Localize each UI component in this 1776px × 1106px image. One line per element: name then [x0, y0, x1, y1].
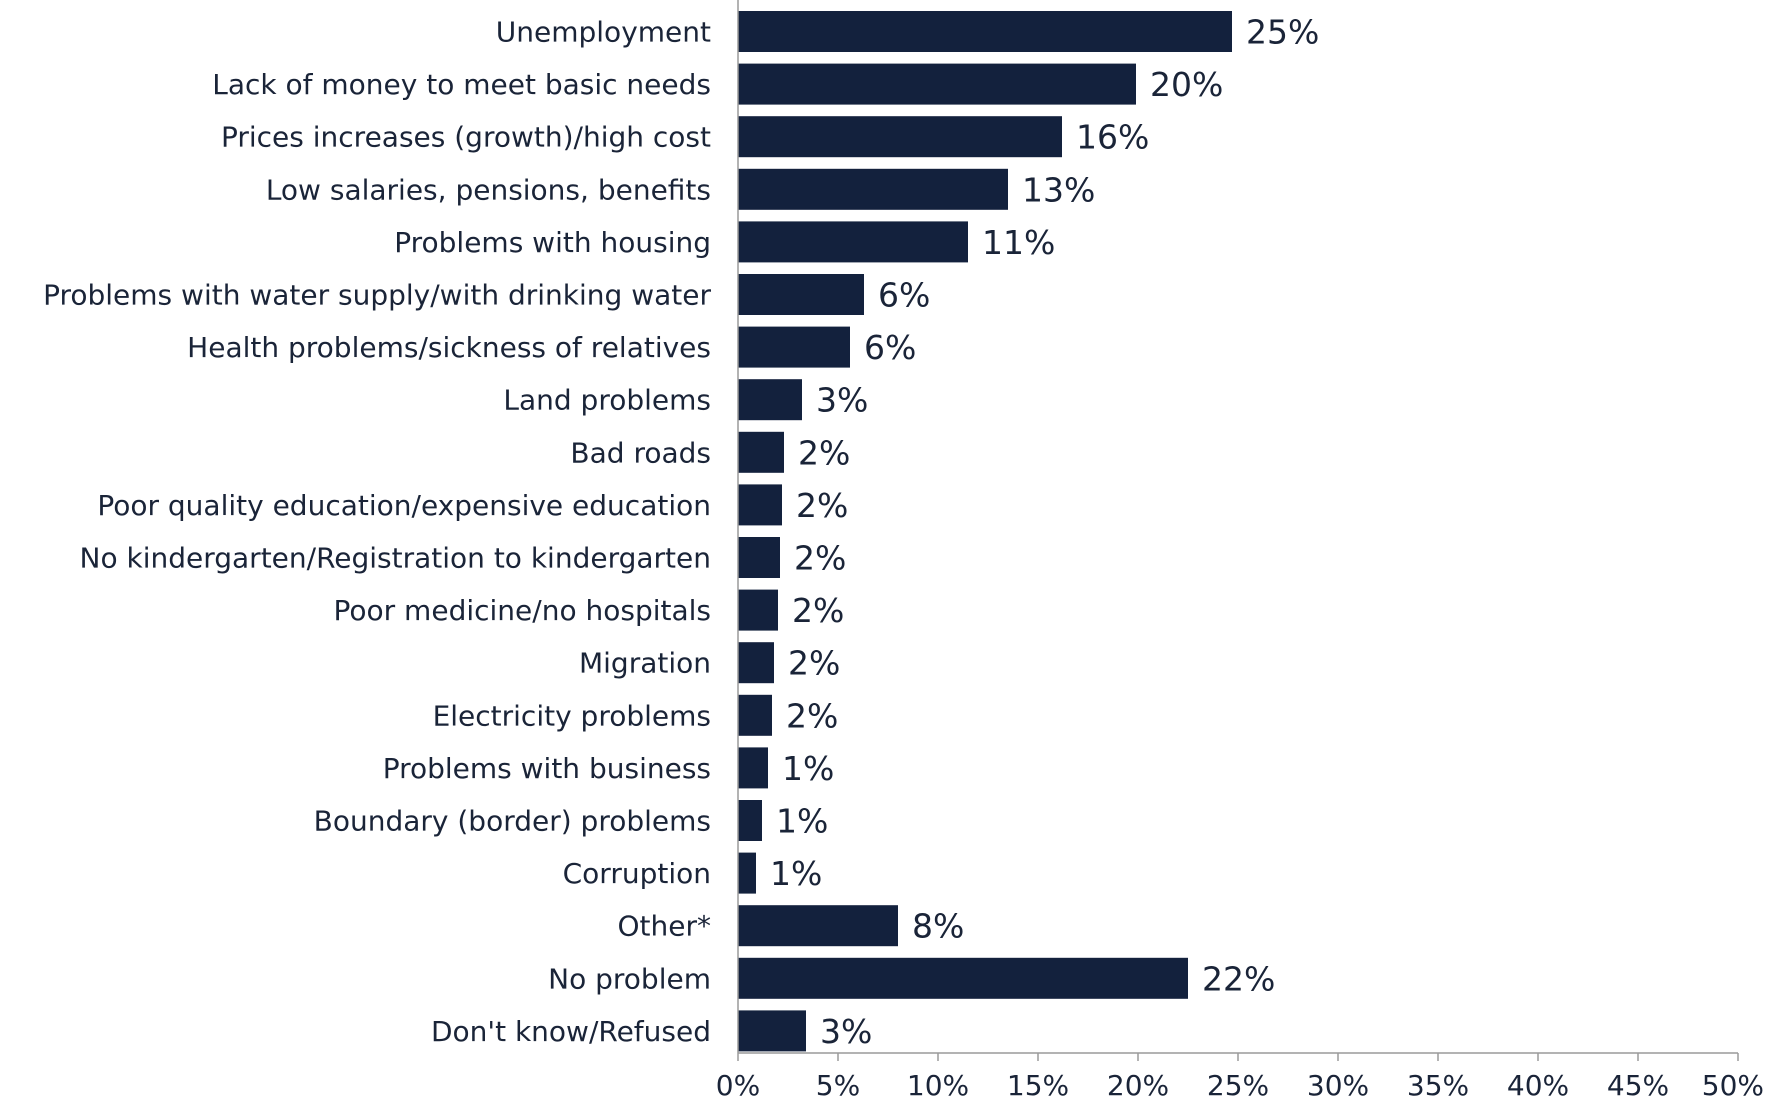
value-label: 1% — [770, 854, 822, 893]
category-label: Poor medicine/no hospitals — [334, 594, 712, 627]
category-label: Health problems/sickness of relatives — [187, 331, 711, 364]
x-tick-label: 30% — [1307, 1069, 1369, 1102]
category-label: Problems with housing — [394, 226, 711, 259]
x-tick-label: 10% — [907, 1069, 969, 1102]
bar-9 — [738, 484, 782, 526]
value-label: 2% — [796, 486, 848, 525]
value-label: 2% — [786, 696, 838, 735]
x-tick-label: 25% — [1207, 1069, 1269, 1102]
value-label: 3% — [816, 381, 868, 420]
bar-13 — [738, 694, 772, 736]
bar-4 — [738, 221, 968, 263]
x-tick-label: 20% — [1107, 1069, 1169, 1102]
x-tick-label: 0% — [716, 1069, 760, 1102]
value-label: 25% — [1246, 13, 1319, 52]
value-label: 11% — [982, 223, 1055, 262]
value-label: 2% — [794, 539, 846, 578]
category-label: Low salaries, pensions, benefits — [266, 173, 711, 206]
category-label: Bad roads — [570, 436, 711, 469]
category-label: Unemployment — [496, 16, 711, 49]
x-tick-label: 15% — [1007, 1069, 1069, 1102]
bar-16 — [738, 852, 756, 894]
value-label: 2% — [798, 433, 850, 472]
category-label: Boundary (border) problems — [314, 805, 711, 838]
bar-2 — [738, 116, 1062, 158]
value-label: 22% — [1202, 959, 1275, 998]
bar-8 — [738, 431, 784, 473]
bars-group — [738, 11, 1232, 1052]
category-label: Other* — [617, 910, 711, 943]
bar-6 — [738, 326, 850, 368]
bar-1 — [738, 63, 1136, 105]
x-tick-label: 50% — [1702, 1069, 1764, 1102]
category-label: Migration — [579, 647, 711, 680]
value-label: 13% — [1022, 170, 1095, 209]
bar-14 — [738, 747, 768, 789]
x-tick-label: 35% — [1407, 1069, 1469, 1102]
value-label: 1% — [782, 749, 834, 788]
x-axis: 0% 5% 10% 15% 20% 25% 30% 35% 40% 45% 50% — [716, 0, 1764, 1102]
bar-10 — [738, 537, 780, 578]
bar-3 — [738, 168, 1008, 210]
x-tick-label: 40% — [1507, 1069, 1569, 1102]
category-label: No problem — [548, 962, 711, 995]
value-label: 16% — [1076, 118, 1149, 157]
x-tick-label: 45% — [1607, 1069, 1669, 1102]
bar-15 — [738, 800, 762, 841]
category-label: Prices increases (growth)/high cost — [221, 121, 711, 154]
bar-5 — [738, 274, 864, 315]
category-labels-group: Unemployment Lack of money to meet basic … — [43, 16, 711, 1048]
value-label: 6% — [878, 276, 930, 315]
bar-19 — [738, 1010, 806, 1052]
category-label: Problems with business — [383, 752, 711, 785]
value-label: 20% — [1150, 65, 1223, 104]
category-label: Land problems — [503, 384, 711, 417]
bar-17 — [738, 905, 898, 947]
value-label: 1% — [776, 802, 828, 841]
value-label: 2% — [792, 591, 844, 630]
bar-7 — [738, 379, 802, 421]
bar-0 — [738, 11, 1232, 52]
category-label: No kindergarten/Registration to kinderga… — [80, 542, 711, 575]
category-label: Problems with water supply/with drinking… — [43, 279, 711, 312]
category-label: Poor quality education/expensive educati… — [97, 489, 711, 522]
value-labels-group: 25% 20%16% 13% 11% 6% 6% 3% 2% 2% 2% 2% 2% 2% 1% 1% 1% 8… — [770, 13, 1319, 1051]
value-label: 8% — [912, 907, 964, 946]
value-label: 2% — [788, 644, 840, 683]
category-label: Electricity problems — [433, 699, 711, 732]
bar-12 — [738, 642, 774, 684]
category-label: Lack of money to meet basic needs — [212, 68, 711, 101]
category-label: Corruption — [563, 857, 711, 890]
value-label: 6% — [864, 328, 916, 367]
bar-11 — [738, 589, 778, 631]
bar-18 — [738, 957, 1188, 999]
value-label: 3% — [820, 1012, 872, 1051]
x-tick-label: 5% — [816, 1069, 860, 1102]
category-label: Don't know/Refused — [431, 1015, 711, 1048]
